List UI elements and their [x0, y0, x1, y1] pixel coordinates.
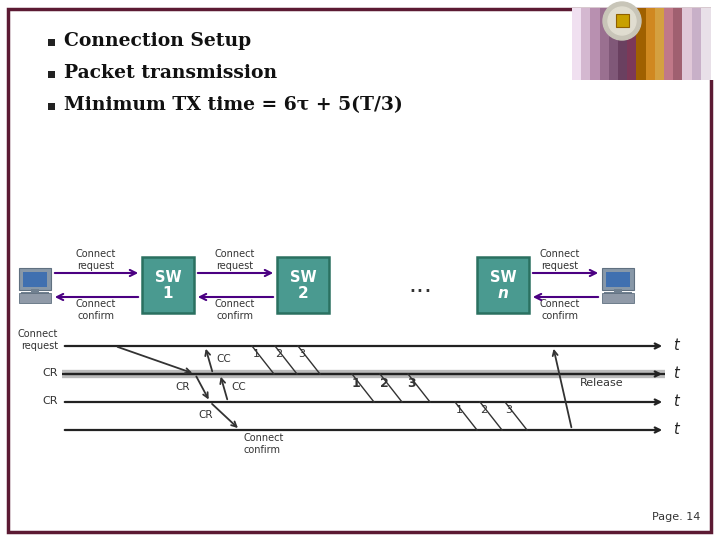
Text: t: t — [673, 339, 679, 354]
Bar — [636, 8, 647, 80]
Text: 2: 2 — [379, 377, 388, 390]
Circle shape — [608, 7, 636, 35]
Bar — [277, 257, 329, 313]
Text: 2: 2 — [297, 287, 308, 301]
Bar — [48, 39, 55, 46]
Text: Connect
confirm: Connect confirm — [215, 299, 255, 321]
Bar — [602, 293, 634, 303]
Text: SW: SW — [155, 269, 181, 285]
Text: Page. 14: Page. 14 — [652, 512, 700, 522]
Bar — [477, 257, 529, 313]
Bar — [673, 8, 683, 80]
Text: CC: CC — [216, 354, 230, 364]
Text: 1: 1 — [456, 405, 462, 415]
Bar — [23, 272, 47, 287]
Text: Connect
confirm: Connect confirm — [540, 299, 580, 321]
Text: 2: 2 — [480, 405, 487, 415]
Bar — [48, 103, 55, 110]
Bar — [31, 289, 39, 292]
Bar — [600, 8, 610, 80]
Text: CR: CR — [42, 368, 58, 378]
Text: Connect
confirm: Connect confirm — [76, 299, 116, 321]
Text: ...: ... — [408, 273, 432, 297]
Bar — [142, 257, 194, 313]
Text: Packet transmission: Packet transmission — [64, 64, 277, 82]
Bar — [654, 8, 665, 80]
Text: t: t — [673, 367, 679, 381]
Text: 1: 1 — [351, 377, 361, 390]
Bar — [614, 289, 622, 292]
Bar — [602, 268, 634, 290]
Text: Connect
request: Connect request — [76, 249, 116, 271]
Bar — [572, 8, 582, 80]
Bar — [711, 0, 720, 80]
Bar — [692, 8, 702, 80]
Text: Connect
request: Connect request — [215, 249, 255, 271]
Bar — [48, 71, 55, 78]
Bar — [21, 292, 49, 295]
Bar — [627, 8, 637, 80]
Bar — [646, 8, 656, 80]
Circle shape — [603, 2, 641, 40]
Text: 1: 1 — [253, 349, 259, 359]
Bar — [581, 8, 591, 80]
Text: Connect
request: Connect request — [17, 329, 58, 351]
Text: 3: 3 — [408, 377, 416, 390]
Text: Release: Release — [580, 378, 624, 388]
Bar — [664, 8, 674, 80]
Text: CR: CR — [42, 396, 58, 406]
Bar — [604, 292, 632, 295]
Text: t: t — [673, 395, 679, 409]
Bar — [609, 8, 619, 80]
Bar — [19, 293, 51, 303]
Text: 3: 3 — [299, 349, 305, 359]
Text: t: t — [673, 422, 679, 437]
Text: 1: 1 — [163, 287, 174, 301]
Text: SW: SW — [490, 269, 516, 285]
Text: CC: CC — [231, 382, 246, 392]
Text: n: n — [498, 287, 508, 301]
Text: 3: 3 — [505, 405, 513, 415]
Text: CR: CR — [176, 382, 190, 392]
Text: SW: SW — [289, 269, 316, 285]
Text: 2: 2 — [276, 349, 282, 359]
Text: Minimum TX time = 6τ + 5(T/3): Minimum TX time = 6τ + 5(T/3) — [64, 96, 402, 114]
Bar — [616, 14, 629, 27]
Bar — [701, 8, 711, 80]
Bar — [19, 268, 51, 290]
Bar — [590, 8, 600, 80]
Text: CR: CR — [199, 410, 213, 420]
Text: Connect
request: Connect request — [540, 249, 580, 271]
Bar — [618, 8, 628, 80]
Text: Connect
confirm: Connect confirm — [243, 433, 284, 455]
Bar — [683, 8, 693, 80]
Text: Connection Setup: Connection Setup — [64, 32, 251, 50]
Bar — [606, 272, 630, 287]
